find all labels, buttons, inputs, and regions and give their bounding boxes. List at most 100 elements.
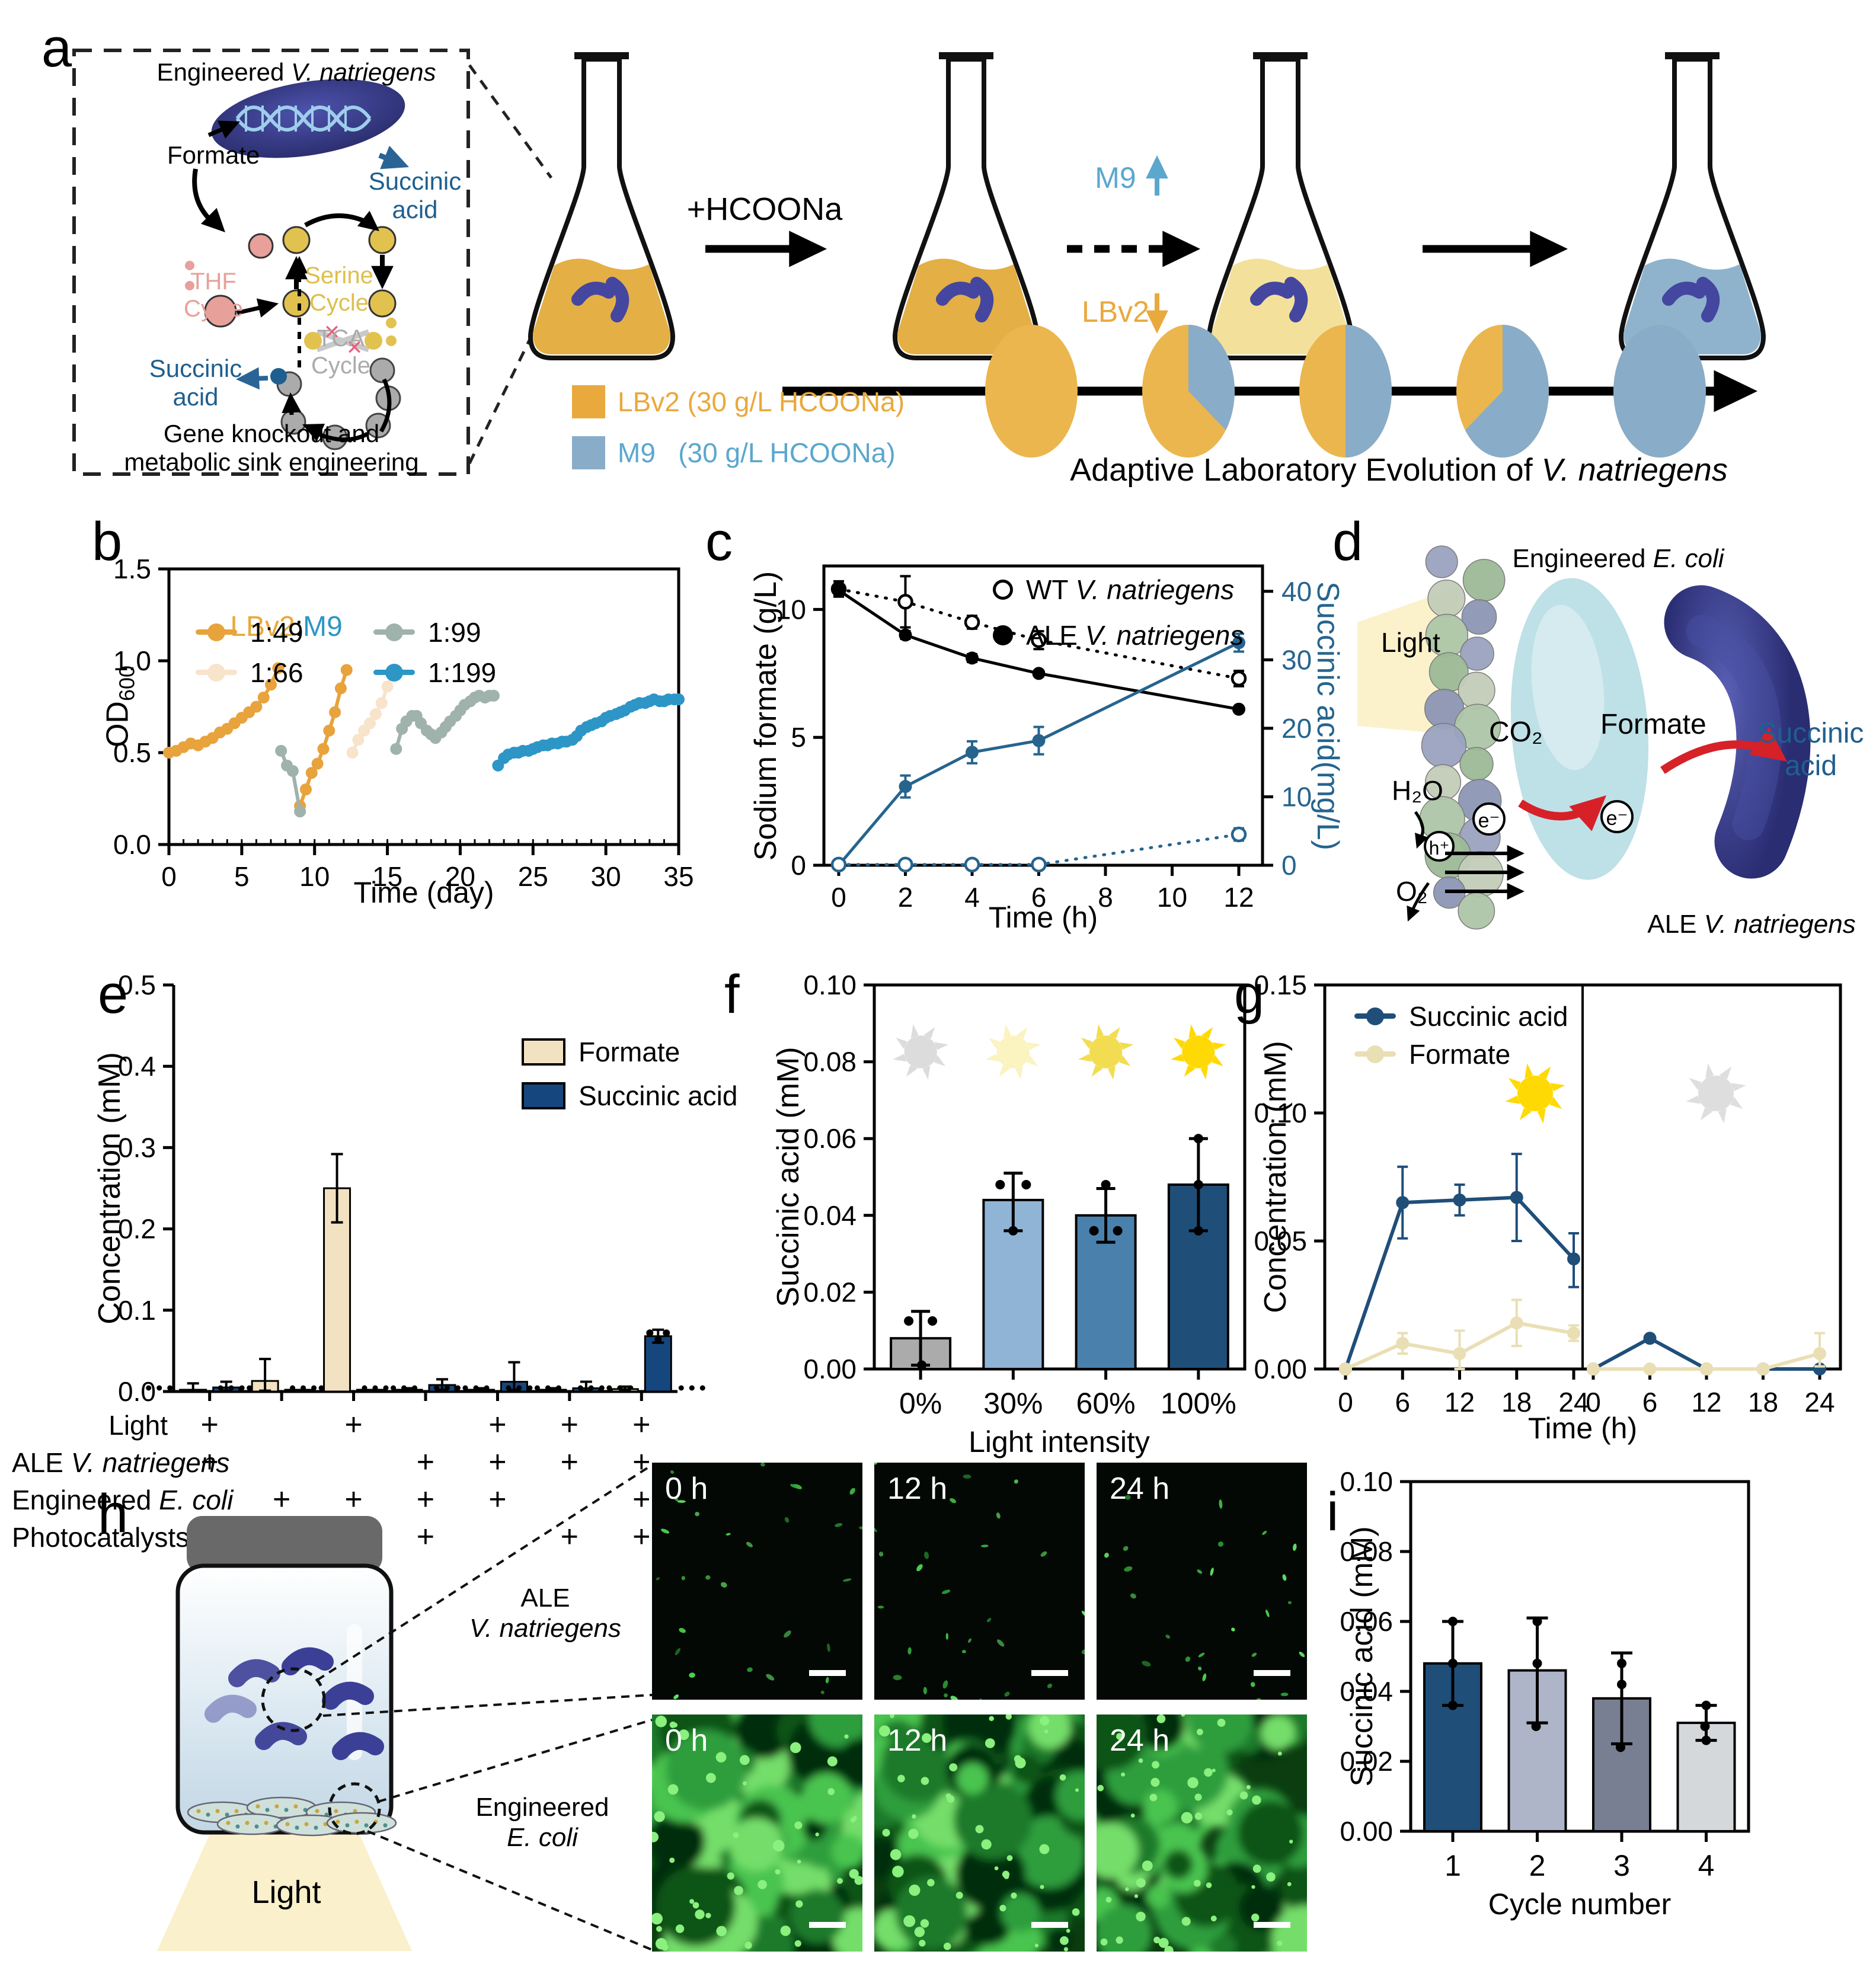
formate-label-d: Formate [1600, 709, 1706, 740]
cond-label-ecoli: Engineered E. coli [12, 1485, 234, 1515]
g-ylabel: Concentration (mM) [1258, 1041, 1293, 1313]
succinic-acid-bottom-label: Succinic acid [149, 354, 242, 411]
svg-text:✕: ✕ [346, 337, 363, 359]
svg-text:+: + [561, 1520, 579, 1554]
svg-text:0: 0 [1586, 1387, 1601, 1418]
svg-text:24: 24 [1558, 1387, 1589, 1418]
cond-label-ale: ALE V. natriegens [12, 1447, 230, 1478]
bar-succinic-2 [356, 1389, 385, 1393]
svg-text:0.04: 0.04 [803, 1200, 856, 1231]
legend-marker-1-49 [196, 623, 237, 641]
light-label-d: Light [1381, 627, 1440, 658]
micro-ecoli-0h: 0 h [652, 1714, 862, 1952]
flask [892, 52, 1040, 360]
serine-cycle-label: Serine Cycle [305, 263, 373, 316]
bar-succinic-6 [644, 1335, 672, 1393]
svg-text:+: + [632, 1445, 650, 1479]
o2-label: O₂ [1396, 876, 1428, 907]
svg-text:0.02: 0.02 [803, 1277, 856, 1307]
svg-text:+: + [344, 1482, 362, 1517]
micro-ale-12h: 12 h [874, 1463, 1085, 1700]
legend-marker-formate-g [1354, 1045, 1396, 1063]
light-label-h: Light [251, 1875, 321, 1910]
legend-marker-1-199 [373, 663, 415, 682]
svg-text:0.5: 0.5 [113, 737, 151, 768]
panel-h-diagram [157, 1464, 653, 1951]
micro-ale-24h: 24 h [1097, 1463, 1307, 1700]
svg-text:0%: 0% [899, 1387, 942, 1420]
svg-text:1.0: 1.0 [113, 645, 151, 676]
svg-text:1.5: 1.5 [113, 554, 151, 584]
series-1:199 [492, 693, 685, 772]
sun-icon [1686, 1063, 1746, 1124]
svg-text:35: 35 [663, 861, 693, 892]
svg-text:+: + [201, 1408, 219, 1442]
sun-icon [1078, 1024, 1134, 1080]
svg-text:30: 30 [1281, 644, 1312, 675]
legend-lbv2: LBv2 (30 g/L HCOONa) [618, 386, 905, 417]
svg-text:25: 25 [518, 861, 548, 892]
svg-text:60%: 60% [1076, 1387, 1136, 1420]
legend-swatch-succinic [522, 1082, 565, 1109]
scale-bar [809, 1922, 846, 1928]
svg-text:0: 0 [831, 882, 846, 913]
legend-swatch-m9 [572, 436, 605, 469]
pie-4 [1613, 325, 1706, 458]
svg-text:10: 10 [299, 861, 330, 892]
svg-text:2: 2 [898, 882, 913, 913]
svg-text:3: 3 [1613, 1849, 1630, 1882]
panel-label-e: e [98, 964, 129, 1025]
scale-bar [809, 1670, 846, 1676]
svg-text:0.02: 0.02 [1340, 1746, 1393, 1777]
svg-text:+: + [632, 1482, 650, 1517]
svg-text:0.15: 0.15 [1254, 970, 1307, 1000]
svg-text:0: 0 [1281, 850, 1297, 881]
micro-ecoli-24h: 24 h [1097, 1714, 1307, 1952]
svg-text:10: 10 [1281, 781, 1312, 812]
svg-text:0.5: 0.5 [118, 970, 156, 1000]
legend-marker-1-66 [196, 663, 237, 682]
legend-1-66: 1:66 [196, 657, 303, 686]
formate-label: Formate [167, 141, 260, 169]
panel-label-h: h [98, 1483, 129, 1544]
panel-label-i: i [1327, 1482, 1339, 1542]
series-ALE formate [832, 584, 1245, 716]
cond-label-photocatalysts: Photocatalysts [12, 1522, 190, 1553]
svg-text:18: 18 [1748, 1387, 1778, 1418]
legend-1-99: 1:99 [373, 616, 481, 646]
svg-text:12: 12 [1444, 1387, 1475, 1418]
svg-text:10: 10 [1157, 882, 1187, 913]
legend-swatch-formate [522, 1038, 565, 1066]
scale-bar [1031, 1922, 1068, 1928]
svg-text:20: 20 [1281, 713, 1312, 744]
svg-text:+: + [488, 1445, 506, 1479]
i-ylabel: Succinic acid (mM) [1345, 1526, 1379, 1787]
b-ylabel: OD600 [100, 665, 139, 748]
panel-e-chart: 0.00.10.20.30.40.5++++++++++++++++++++ [118, 970, 705, 1554]
svg-text:12: 12 [1223, 882, 1254, 913]
svg-text:0.06: 0.06 [1340, 1606, 1393, 1637]
svg-text:0.4: 0.4 [118, 1051, 156, 1082]
svg-text:0.00: 0.00 [1340, 1816, 1393, 1847]
svg-text:0: 0 [161, 861, 177, 892]
svg-text:1: 1 [1444, 1849, 1461, 1882]
svg-text:5: 5 [791, 722, 806, 753]
sun-icon [1505, 1063, 1565, 1124]
svg-text:100%: 100% [1161, 1387, 1236, 1420]
legend-1-49: 1:49 [196, 616, 303, 646]
svg-text:30: 30 [591, 861, 621, 892]
legend-m9: M9 (30 g/L HCOONa) [618, 437, 896, 468]
svg-text:8: 8 [1098, 882, 1113, 913]
ale-row-label: ALE V. natriegens [469, 1584, 622, 1643]
lbv2-down-label: LBv2 [1082, 295, 1149, 328]
pie-3 [1456, 325, 1549, 458]
legend-succinic-g: Succinic acid [1354, 1000, 1568, 1030]
svg-text:h⁺: h⁺ [1429, 837, 1450, 859]
panel-a-diagram: ✕✕ [72, 49, 1766, 476]
svg-text:6: 6 [1031, 882, 1047, 913]
pie-2 [1299, 325, 1392, 458]
pie-0 [985, 325, 1078, 458]
flask [1618, 52, 1766, 360]
panel-g-chart: 0.00 0.05 0.10 0.15 0 0 6 6 12 12 18 18 24 24 [1254, 970, 1842, 1418]
